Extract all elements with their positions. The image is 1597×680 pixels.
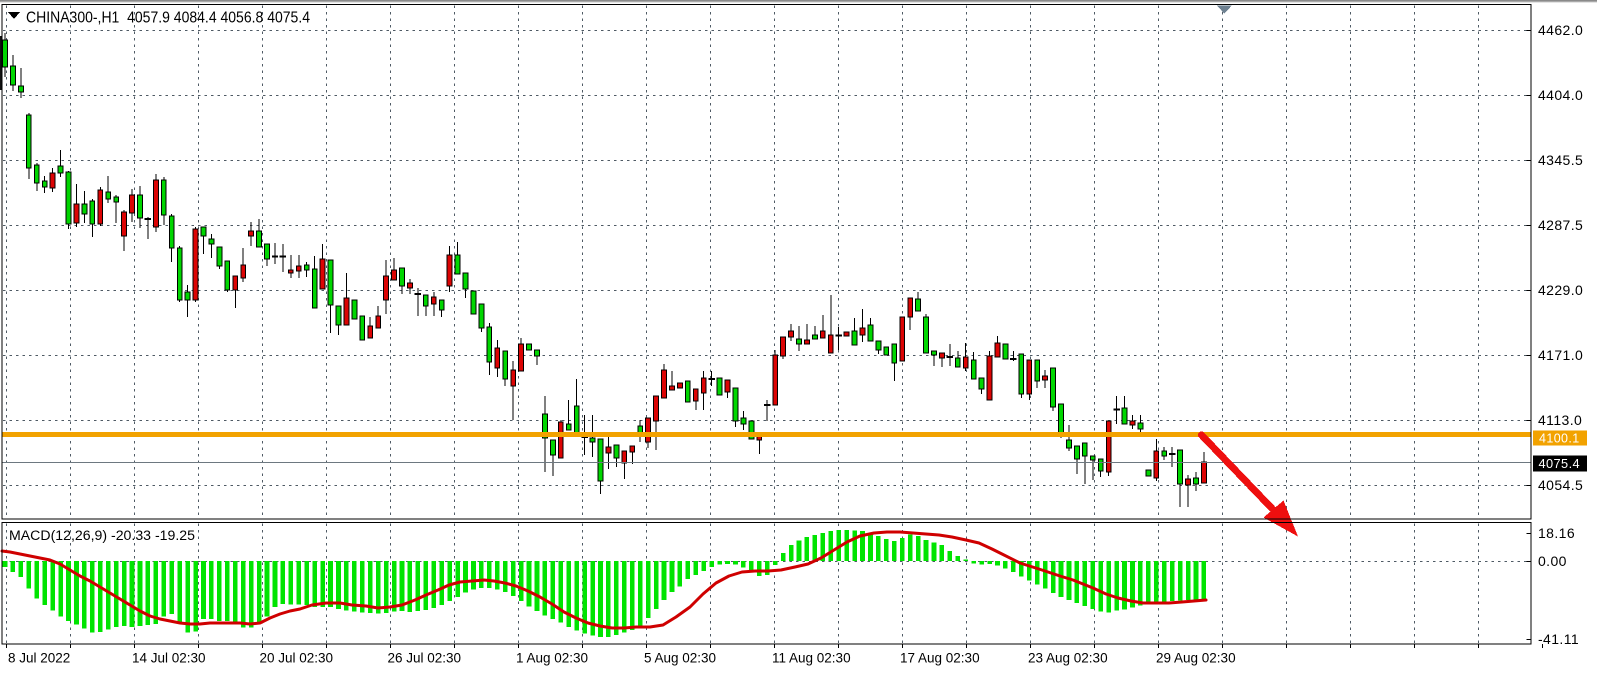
svg-text:20 Jul 02:30: 20 Jul 02:30 <box>260 651 334 666</box>
svg-text:29 Aug 02:30: 29 Aug 02:30 <box>1156 651 1236 666</box>
svg-text:4345.5: 4345.5 <box>1538 152 1583 168</box>
svg-text:4171.0: 4171.0 <box>1538 347 1583 363</box>
svg-text:4287.5: 4287.5 <box>1538 217 1583 233</box>
svg-text:MACD(12,26,9) -20.33 -19.25: MACD(12,26,9) -20.33 -19.25 <box>9 528 195 543</box>
svg-text:26 Jul 02:30: 26 Jul 02:30 <box>388 651 462 666</box>
svg-text:4113.0: 4113.0 <box>1538 412 1582 428</box>
svg-text:11 Aug 02:30: 11 Aug 02:30 <box>772 651 851 666</box>
svg-text:4229.0: 4229.0 <box>1538 282 1583 298</box>
svg-text:-41.11: -41.11 <box>1538 631 1579 647</box>
svg-text:17 Aug 02:30: 17 Aug 02:30 <box>900 651 980 666</box>
svg-text:4404.0: 4404.0 <box>1538 87 1583 103</box>
svg-text:5 Aug 02:30: 5 Aug 02:30 <box>644 651 716 666</box>
svg-text:0.00: 0.00 <box>1538 553 1567 569</box>
svg-text:CHINA300-,H1 4057.9 4084.4 40: CHINA300-,H1 4057.9 4084.4 4056.8 4075.4 <box>26 10 310 27</box>
svg-text:8 Jul 2022: 8 Jul 2022 <box>8 651 70 666</box>
svg-text:4054.5: 4054.5 <box>1538 477 1583 493</box>
svg-text:1 Aug 02:30: 1 Aug 02:30 <box>516 651 588 666</box>
svg-text:4075.4: 4075.4 <box>1539 456 1581 471</box>
svg-text:4462.0: 4462.0 <box>1538 22 1583 38</box>
svg-text:18.16: 18.16 <box>1538 525 1575 541</box>
svg-text:23 Aug 02:30: 23 Aug 02:30 <box>1028 651 1108 666</box>
svg-text:4100.1: 4100.1 <box>1539 431 1580 445</box>
svg-text:14 Jul 02:30: 14 Jul 02:30 <box>132 651 206 666</box>
